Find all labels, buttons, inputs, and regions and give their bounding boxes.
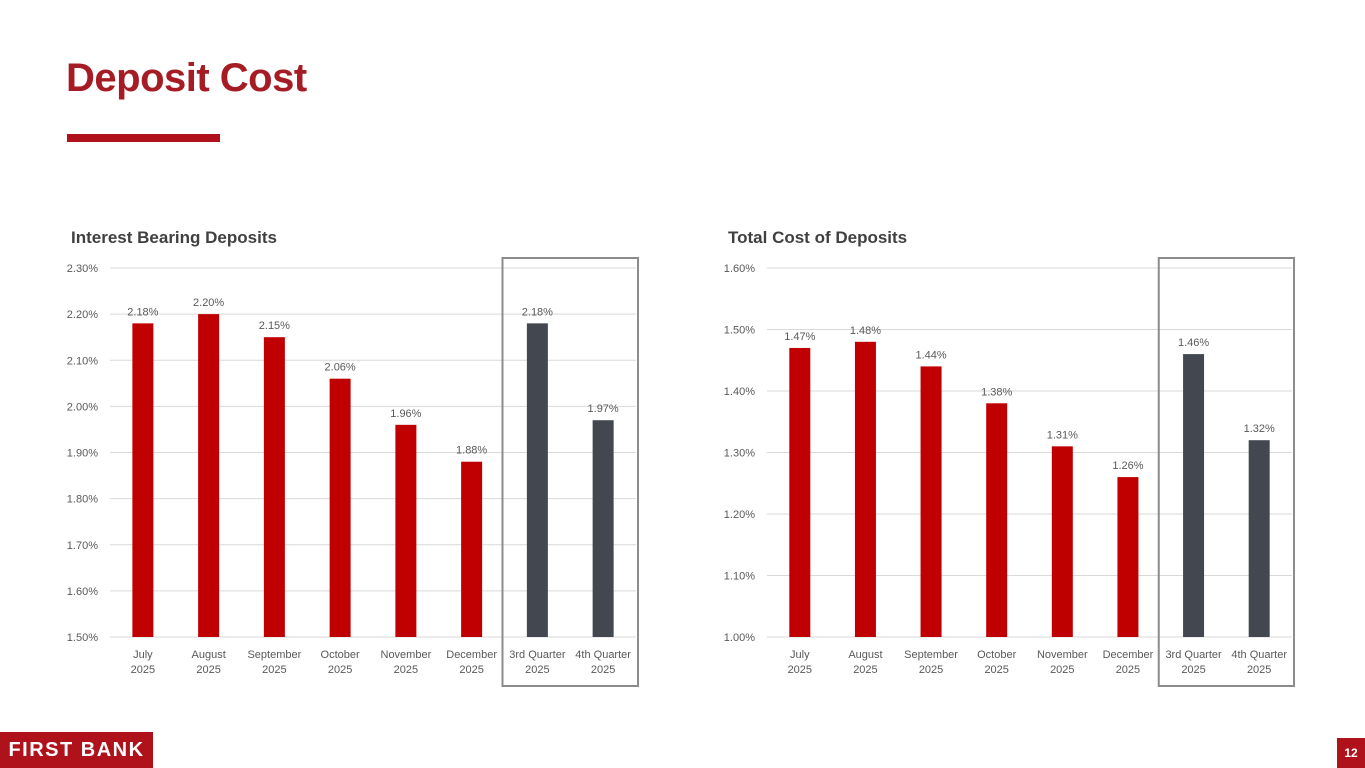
x-tick-label: 2025 bbox=[525, 664, 549, 676]
x-tick-label: 2025 bbox=[1116, 664, 1140, 676]
y-tick-label: 1.50% bbox=[724, 325, 755, 337]
y-tick-label: 2.00% bbox=[67, 401, 98, 413]
data-label: 2.15% bbox=[259, 320, 290, 332]
bar bbox=[132, 323, 154, 637]
y-tick-label: 1.50% bbox=[67, 632, 98, 644]
x-tick-label: 2025 bbox=[262, 664, 286, 676]
title-underline bbox=[67, 134, 220, 142]
bar bbox=[986, 403, 1008, 637]
y-tick-label: 1.80% bbox=[67, 494, 98, 506]
data-label: 1.44% bbox=[915, 349, 946, 361]
bar bbox=[789, 347, 811, 637]
x-tick-label: 2025 bbox=[459, 664, 483, 676]
y-tick-label: 1.70% bbox=[67, 540, 98, 552]
x-tick-label: 4th Quarter bbox=[575, 649, 631, 661]
x-tick-label: 2025 bbox=[919, 664, 943, 676]
x-tick-label: July bbox=[133, 649, 153, 661]
data-label: 1.88% bbox=[456, 445, 487, 457]
data-label: 1.48% bbox=[850, 325, 881, 337]
data-label: 1.38% bbox=[981, 386, 1012, 398]
y-tick-label: 2.20% bbox=[67, 309, 98, 321]
data-label: 2.20% bbox=[193, 297, 224, 309]
data-label: 1.32% bbox=[1244, 423, 1275, 435]
interest-bearing-deposits-chart: 1.50% 1.60% 1.70% 1.80% 1.90% 2.00% 2.10% 2.20%… bbox=[67, 257, 639, 687]
bar bbox=[920, 366, 942, 637]
x-tick-label: 2025 bbox=[591, 664, 615, 676]
first-bank-logo: FIRST BANK bbox=[0, 732, 153, 768]
x-tick-label: 4th Quarter bbox=[1231, 649, 1287, 661]
x-tick-label: December bbox=[1103, 649, 1154, 661]
data-label: 2.18% bbox=[522, 306, 553, 318]
bar bbox=[263, 337, 285, 637]
bar bbox=[1183, 354, 1205, 637]
data-label: 1.31% bbox=[1047, 429, 1078, 441]
y-tick-label: 1.60% bbox=[724, 263, 755, 275]
x-tick-label: 2025 bbox=[788, 664, 812, 676]
bar bbox=[198, 314, 220, 637]
y-tick-label: 1.10% bbox=[724, 571, 755, 583]
x-tick-label: 2025 bbox=[131, 664, 155, 676]
x-tick-label: September bbox=[904, 649, 958, 661]
data-label: 2.18% bbox=[127, 306, 158, 318]
data-label: 1.96% bbox=[390, 408, 421, 420]
data-label: 1.46% bbox=[1178, 337, 1209, 349]
x-tick-label: October bbox=[321, 649, 360, 661]
bar bbox=[526, 323, 548, 637]
chart-title-interest-bearing: Interest Bearing Deposits bbox=[71, 228, 277, 247]
bar bbox=[592, 420, 614, 637]
y-tick-label: 1.00% bbox=[724, 632, 755, 644]
y-tick-label: 1.20% bbox=[724, 509, 755, 521]
bar bbox=[395, 424, 417, 637]
y-tick-label: 1.30% bbox=[724, 448, 755, 460]
x-tick-label: July bbox=[790, 649, 810, 661]
x-tick-label: October bbox=[977, 649, 1016, 661]
bar bbox=[1117, 477, 1139, 637]
x-tick-label: September bbox=[247, 649, 301, 661]
x-tick-label: 2025 bbox=[984, 664, 1008, 676]
bar bbox=[1248, 440, 1270, 637]
y-tick-label: 1.40% bbox=[724, 386, 755, 398]
bar bbox=[854, 341, 876, 637]
y-tick-label: 1.90% bbox=[67, 448, 98, 460]
x-tick-label: 2025 bbox=[1247, 664, 1271, 676]
x-tick-label: 2025 bbox=[1050, 664, 1074, 676]
chart-title-total-cost: Total Cost of Deposits bbox=[728, 228, 908, 247]
x-tick-label: November bbox=[381, 649, 432, 661]
data-label: 2.06% bbox=[325, 362, 356, 374]
y-tick-label: 2.30% bbox=[67, 263, 98, 275]
data-label: 1.97% bbox=[588, 403, 619, 415]
x-tick-label: 2025 bbox=[196, 664, 220, 676]
data-label: 1.47% bbox=[784, 331, 815, 343]
x-tick-label: December bbox=[446, 649, 497, 661]
y-tick-label: 2.10% bbox=[67, 355, 98, 367]
x-tick-label: August bbox=[848, 649, 882, 661]
bar bbox=[329, 378, 351, 637]
bar bbox=[461, 461, 483, 637]
x-tick-label: 3rd Quarter bbox=[509, 649, 566, 661]
x-tick-label: 2025 bbox=[394, 664, 418, 676]
y-tick-label: 1.60% bbox=[67, 586, 98, 598]
x-tick-label: 2025 bbox=[853, 664, 877, 676]
x-tick-label: 3rd Quarter bbox=[1165, 649, 1222, 661]
page-title: Deposit Cost bbox=[66, 56, 307, 100]
quarter-highlight-box bbox=[501, 257, 639, 687]
total-cost-of-deposits-chart: 1.00% 1.10% 1.20% 1.30% 1.40% 1.50% 1.60% 1.47%… bbox=[724, 257, 1295, 687]
x-tick-label: 2025 bbox=[1181, 664, 1205, 676]
page-number: 12 bbox=[1337, 738, 1365, 768]
x-tick-label: November bbox=[1037, 649, 1088, 661]
quarter-highlight-box bbox=[1157, 257, 1295, 687]
bar bbox=[1051, 446, 1073, 637]
x-tick-label: August bbox=[192, 649, 226, 661]
x-tick-label: 2025 bbox=[328, 664, 352, 676]
data-label: 1.26% bbox=[1112, 460, 1143, 472]
